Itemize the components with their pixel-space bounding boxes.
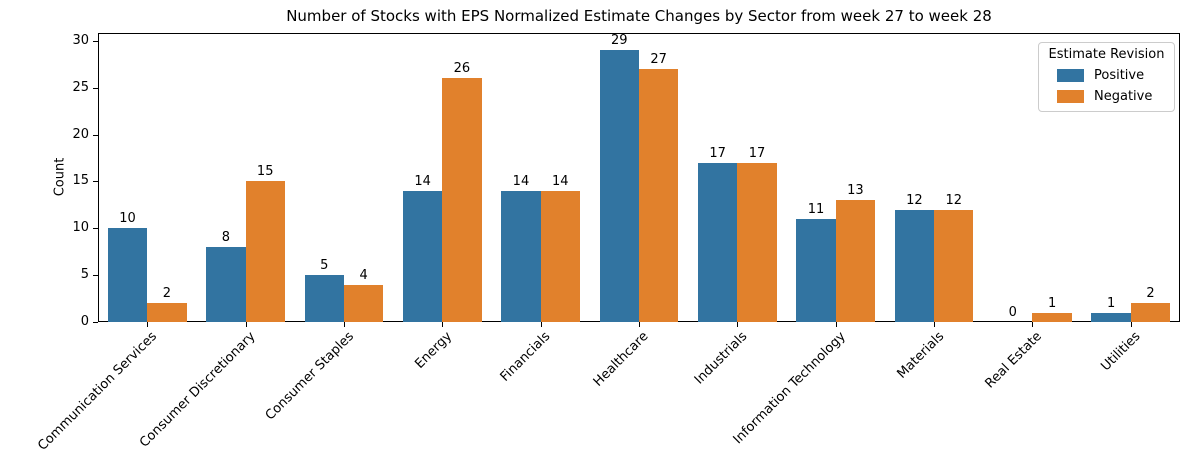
y-tick <box>93 134 98 136</box>
x-tick <box>1032 322 1034 327</box>
bar-value-label: 14 <box>414 173 431 189</box>
x-tick <box>147 322 149 327</box>
bar-negative <box>147 303 187 322</box>
y-axis-label: Count <box>52 157 68 197</box>
bar-value-label: 11 <box>807 201 825 217</box>
y-tick-label: 0 <box>80 314 89 329</box>
bar-negative <box>540 190 580 322</box>
x-tick-label: Healthcare <box>590 329 652 390</box>
bar-positive <box>894 209 935 322</box>
x-tick <box>934 322 936 327</box>
bar-positive <box>206 247 246 322</box>
legend: Estimate Revision Positive Negative <box>1038 42 1175 112</box>
bar-value-label: 12 <box>945 192 963 208</box>
bar-value-label: 10 <box>119 211 136 227</box>
bar-value-label: 1 <box>1047 295 1057 311</box>
x-tick-label: Information Technology <box>730 329 849 448</box>
bar-positive <box>1091 312 1131 322</box>
x-tick <box>1130 322 1132 327</box>
y-tick-label: 30 <box>72 32 89 48</box>
y-tick <box>93 87 98 89</box>
y-tick-label: 25 <box>72 79 89 95</box>
y-tick-label: 20 <box>72 126 89 142</box>
y-tick <box>93 322 98 323</box>
bar-negative <box>835 200 876 322</box>
legend-swatch-icon <box>1057 69 1084 82</box>
legend-entry-negative: Negative <box>1045 89 1168 104</box>
bar-positive <box>698 162 738 322</box>
bar-value-label: 14 <box>552 173 569 189</box>
y-tick-label: 15 <box>72 173 89 189</box>
bar-positive <box>304 275 344 322</box>
bar-negative <box>245 181 285 322</box>
y-tick <box>93 275 98 277</box>
y-tick <box>93 181 98 183</box>
x-tick-label: Real Estate <box>982 329 1046 392</box>
x-tick <box>343 322 345 327</box>
y-tick <box>93 40 98 42</box>
bar-value-label: 15 <box>256 164 274 180</box>
bar-value-label: 12 <box>906 192 923 208</box>
bar-positive <box>796 218 836 322</box>
bar-value-label: 17 <box>748 145 766 161</box>
x-tick <box>540 322 542 327</box>
bar-negative <box>934 209 974 322</box>
bar-positive <box>501 190 541 322</box>
bar-value-label: 26 <box>453 61 471 77</box>
bar-negative <box>1032 312 1072 322</box>
x-tick-label: Consumer Discretionary <box>136 329 259 451</box>
bar-negative <box>737 162 777 322</box>
bar-positive <box>599 50 639 322</box>
y-tick-label: 10 <box>72 220 89 236</box>
x-tick-label: Materials <box>893 329 947 382</box>
bar-value-label: 8 <box>221 230 230 246</box>
x-tick <box>442 322 444 327</box>
bar-value-label: 17 <box>709 145 726 161</box>
legend-entry-positive: Positive <box>1045 68 1168 83</box>
legend-title: Estimate Revision <box>1048 47 1165 62</box>
bar-value-label: 0 <box>1008 305 1017 320</box>
bar-value-label: 2 <box>162 286 171 302</box>
legend-swatch-icon <box>1057 90 1084 103</box>
y-tick-label: 5 <box>80 267 89 283</box>
bar-positive <box>402 190 443 322</box>
bar-positive <box>107 228 148 322</box>
legend-label: Positive <box>1094 68 1145 83</box>
x-tick-label: Energy <box>412 329 455 372</box>
x-tick <box>737 322 739 327</box>
x-tick <box>835 322 837 327</box>
x-tick-label: Financials <box>497 329 554 385</box>
bar-value-label: 1 <box>1107 295 1116 311</box>
y-tick <box>93 228 98 230</box>
x-tick <box>639 322 640 327</box>
legend-entries: Positive Negative <box>1045 68 1168 104</box>
x-tick-label: Utilities <box>1098 329 1144 375</box>
bar-value-label: 2 <box>1146 286 1155 302</box>
bar-value-label: 29 <box>611 33 628 49</box>
bar-value-label: 5 <box>320 258 329 274</box>
chart-title: Number of Stocks with EPS Normalized Est… <box>286 7 992 25</box>
bar-negative <box>1130 303 1171 322</box>
bar-value-label: 4 <box>359 267 368 283</box>
bar-value-label: 14 <box>512 173 530 189</box>
x-tick-label: Consumer Staples <box>262 329 357 424</box>
bar-negative <box>442 78 482 322</box>
legend-label: Negative <box>1094 89 1153 104</box>
bar-value-label: 27 <box>650 52 667 68</box>
x-tick <box>245 322 247 327</box>
bar-negative <box>343 284 384 322</box>
bar-negative <box>639 69 679 322</box>
x-tick-label: Industrials <box>691 329 750 388</box>
bar-value-label: 13 <box>847 183 864 199</box>
